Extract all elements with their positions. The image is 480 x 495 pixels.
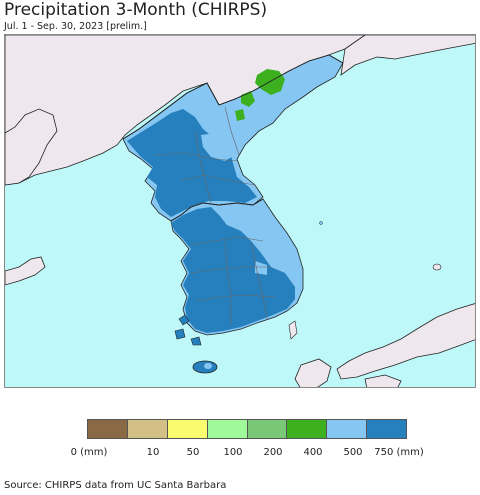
legend-tick-label: 400 [303,447,323,458]
sk-light-pocket [263,235,281,263]
sk-coastal-islands [174,314,202,346]
ulleung-island [319,221,323,225]
nk-green-patch-2 [235,109,245,121]
map-title: Precipitation 3-Month (CHIRPS) [4,0,268,20]
legend-tick-label: 200 [263,447,283,458]
sk-light-pocket-2 [255,261,267,275]
precipitation-map [4,34,476,388]
legend-swatch [327,420,368,438]
legend-swatch [167,420,208,438]
legend-swatch [127,420,168,438]
legend-swatch [88,420,128,438]
japan-shikoku [364,374,402,387]
source-credit: Source: CHIRPS data from UC Santa Barbar… [4,480,227,491]
nk-heavy-precip [127,109,257,217]
liaodong-peninsula [5,108,58,186]
legend-color-bar [87,419,407,439]
oki-island [432,263,442,271]
nk-light-pocket [201,133,235,161]
china-korea-border [122,54,344,140]
legend-tick-label: 50 [186,447,200,458]
japan-kyushu [294,358,332,387]
tsushima-island [288,320,298,340]
japan-honshu [336,303,475,380]
dmz-border [170,198,264,222]
jeju-light-center [204,363,212,369]
map-subtitle: Jul. 1 - Sep. 30, 2023 [prelim.] [4,21,147,32]
legend-swatch [287,420,328,438]
legend-tick-label: 10 [146,447,160,458]
legend-tick-label: 100 [223,447,243,458]
legend-swatch [367,420,406,438]
russia-coast [340,35,475,76]
legend-swatch [207,420,248,438]
legend-tick-label: 0 (mm) [70,447,108,458]
legend-tick-label: 500 [343,447,363,458]
legend-swatch [247,420,288,438]
province-boundaries [154,106,276,325]
map-svg [5,35,475,387]
legend-tick-label: 750 (mm) [374,447,424,458]
shandong-peninsula [5,256,46,286]
